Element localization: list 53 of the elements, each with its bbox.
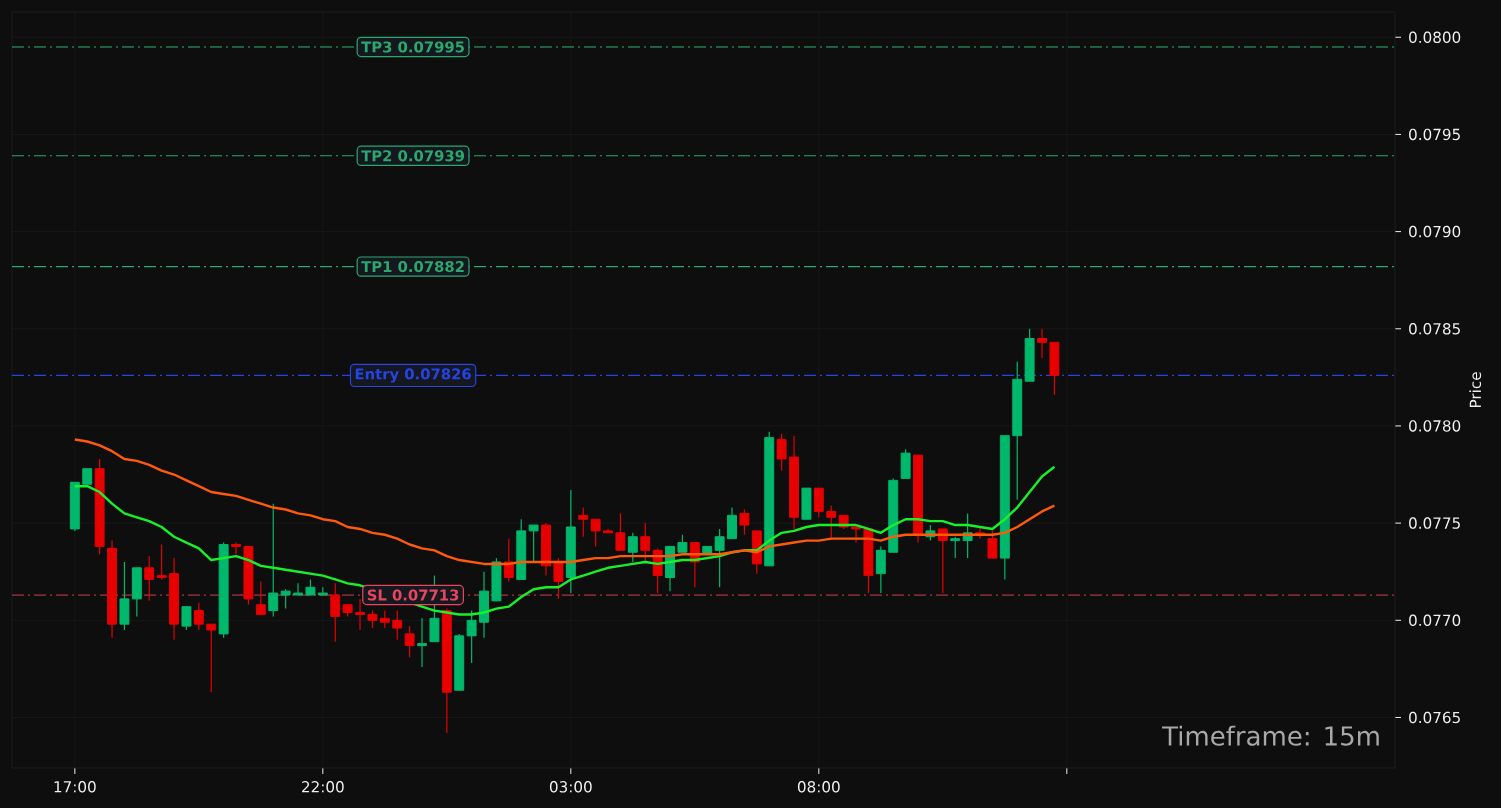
candlestick (404, 625, 415, 658)
candlestick (987, 530, 998, 559)
candlestick (206, 623, 217, 693)
candlestick (950, 536, 961, 559)
candlestick (231, 541, 241, 555)
candlestick (553, 557, 564, 600)
y-tick-label: 0.0770 (1409, 614, 1461, 627)
ref-line-label: Entry 0.07826 (355, 368, 471, 383)
candlestick (640, 522, 651, 563)
candlestick (714, 528, 725, 588)
candlestick (355, 598, 365, 631)
candlestick (739, 508, 750, 536)
candlestick (255, 580, 266, 616)
candlestick (727, 506, 737, 540)
x-tick-label: 03:00 (549, 781, 592, 793)
candlestick (826, 505, 837, 540)
candlestick (181, 606, 192, 631)
x-tick-label: 17:00 (54, 781, 96, 793)
candlestick (392, 609, 403, 641)
ref-line-label: SL 0.07713 (367, 589, 459, 601)
ref-line-label: TP2 0.07939 (361, 150, 465, 162)
y-tick-label: 0.0785 (1409, 323, 1460, 335)
candlestick (590, 518, 601, 548)
x-tick-label: 08:00 (797, 781, 840, 793)
y-tick-label: 0.0780 (1409, 420, 1461, 432)
ref-line-label: TP3 0.07995 (361, 41, 464, 53)
candlestick (268, 503, 279, 617)
candlestick (776, 433, 787, 472)
candlestick (578, 506, 589, 538)
y-tick-label: 0.0795 (1409, 128, 1460, 141)
x-tick-label: 22:00 (302, 781, 344, 793)
y-tick-label: 0.0775 (1409, 517, 1460, 529)
ref-line-label: TP1 0.07882 (361, 260, 464, 273)
candlestick (156, 543, 167, 581)
candlestick (466, 609, 477, 664)
candlestick (627, 532, 638, 563)
y-tick-label: 0.0765 (1409, 711, 1460, 724)
candlestick (528, 524, 539, 563)
candlestick (144, 555, 155, 602)
y-tick-label: 0.0800 (1409, 31, 1461, 43)
candlestick (193, 602, 204, 631)
annotation: Timeframe: 15m (1162, 725, 1379, 746)
candlestick (1037, 328, 1047, 359)
candlestick (875, 545, 886, 594)
candlestick (615, 512, 626, 551)
candlestick (330, 582, 341, 643)
candlestick (417, 617, 427, 668)
y-tick-label: 0.0790 (1409, 225, 1461, 238)
candlestick (851, 526, 861, 544)
candlestick (293, 582, 303, 596)
candlestick (280, 588, 291, 610)
candlestick (813, 487, 824, 518)
y-axis-title: Price (1469, 372, 1482, 408)
